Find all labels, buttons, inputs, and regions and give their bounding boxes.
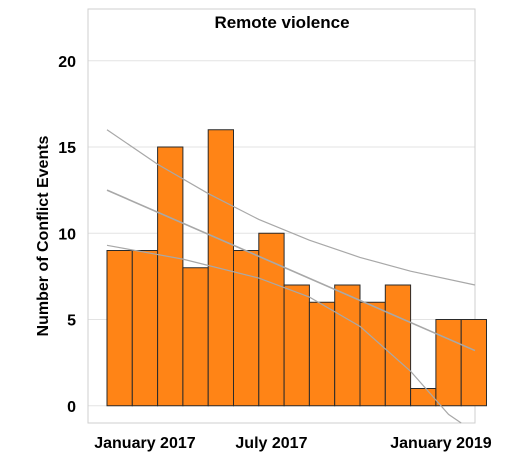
y-axis-label: Number of Conflict Events [35,135,52,336]
bar-2017-12 [410,388,437,407]
trend-line-3 [106,244,462,424]
trend-line-2 [106,129,476,286]
y-tick-label: 15 [58,140,76,157]
bar-2018-02 [460,319,488,407]
x-tick-label: July 2017 [235,435,307,452]
trend-line-1 [106,189,476,352]
y-tick-label: 10 [58,226,76,243]
y-tick-label: 5 [67,313,76,330]
trend-lines [106,129,476,424]
y-tick-label: 20 [58,54,76,71]
bar-2017-05 [233,250,260,407]
bar-2017-07 [283,284,310,407]
x-tick-label: January 2017 [94,435,196,452]
bar-2017-04 [207,129,234,407]
x-tick-label: January 2019 [390,435,492,452]
bar-2017-08 [308,301,336,407]
bar-2017-03 [182,267,209,407]
bar-2017-09 [334,284,361,407]
bar-2017-11 [384,284,412,407]
bars [106,129,488,407]
y-axis-ticks: 0 5 10 15 20 [58,54,76,416]
chart-title: Remote violence [214,13,349,32]
bar-2017-06 [258,232,285,407]
bar-2018-01 [435,319,462,407]
bar-2017-01 [131,250,159,407]
plot-panel [87,8,476,424]
x-axis-ticks: January 2017 July 2017 January 2019 [94,435,492,452]
bar-2017-02 [157,146,184,407]
bar-2016-12 [106,250,133,407]
y-tick-label: 0 [67,399,76,416]
bar-2017-10 [359,301,386,407]
